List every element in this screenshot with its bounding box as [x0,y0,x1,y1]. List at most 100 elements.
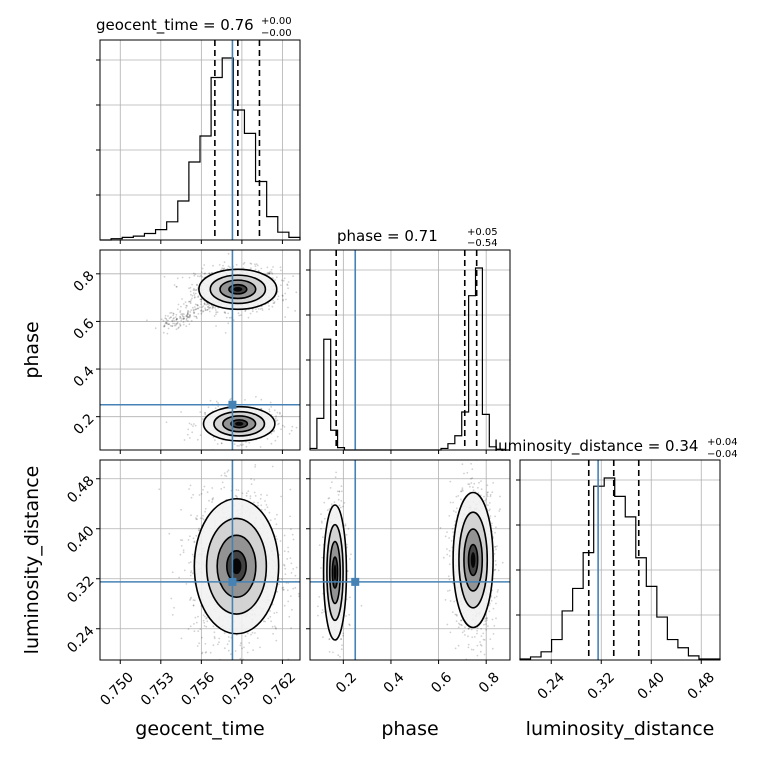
sample-point [276,411,279,414]
sample-point [190,435,192,437]
sample-point [182,315,185,318]
sample-point [193,599,196,602]
sample-point [227,469,230,472]
sample-point [173,606,175,609]
sample-point [489,602,491,605]
sample-point [200,298,202,301]
sample-point [200,492,203,495]
sample-point [200,271,203,274]
sample-point [495,595,498,598]
sample-point [343,502,346,504]
sample-point [346,546,348,549]
sample-point [200,274,202,277]
sample-point [187,428,190,431]
sample-point [266,266,269,269]
x-tick-label: 0.48 [685,669,718,702]
sample-point [200,298,203,300]
sample-point [497,589,499,591]
x-tick-label: 0.756 [178,669,218,709]
sample-point [211,307,214,310]
sample-point [287,306,289,309]
sample-point [212,497,215,499]
sample-point [249,262,252,265]
sample-point [487,491,489,493]
sample-point [189,302,192,305]
sample-point [189,313,191,316]
sample-point [495,526,497,529]
sample-point [250,478,253,480]
sample-point [167,327,170,330]
sample-point [281,294,284,297]
sample-point [187,311,189,314]
sample-point [190,299,193,301]
sample-point [228,640,231,642]
sample-point [204,507,207,510]
sample-point [167,319,169,322]
sample-point [209,399,212,402]
sample-point [208,310,211,313]
sample-point [449,501,452,504]
sample-point [190,570,193,572]
y-tick-label: 0.8 [71,268,98,295]
sample-point [493,553,496,555]
x-tick-label: 0.753 [138,669,178,709]
sample-point [220,488,223,490]
sample-point [480,627,482,630]
sample-point [446,553,449,556]
sample-point [289,557,292,559]
sample-point [467,635,469,638]
sample-point [187,539,190,541]
sample-point [268,308,270,311]
sample-point [339,506,342,509]
sample-point [179,311,182,313]
sample-point [256,264,259,267]
sample-point [193,306,196,308]
sample-point [453,600,456,603]
sample-point [180,305,182,308]
sample-point [173,324,176,327]
sample-point [273,409,276,412]
sample-point [203,622,206,624]
sample-point [185,583,188,585]
sample-point [199,309,202,312]
truth-marker [228,400,237,409]
sample-point [486,617,488,619]
sample-point [291,533,294,536]
sample-point [461,463,464,466]
sample-point [236,496,239,499]
y-tick-label: 0.32 [64,573,97,606]
sample-point [195,517,197,519]
sample-point [260,398,263,401]
sample-point [176,308,179,311]
sample-point [203,264,206,266]
sample-point [171,319,174,322]
sample-point [172,312,175,315]
sample-point [179,324,182,327]
sample-point [195,621,198,624]
sample-point [239,644,242,647]
y-tick-label: 0.48 [64,473,97,506]
title-sup: +0.04 [707,437,738,448]
sample-point [197,615,199,618]
sample-point [269,270,271,273]
truth-marker [351,577,360,586]
sample-point [232,319,235,322]
sample-point [457,495,460,497]
sample-point [208,272,211,275]
sample-point [494,515,496,518]
sample-point [191,431,194,434]
sample-point [281,587,284,589]
title-sub: −0.04 [707,449,738,460]
contour-line [213,410,266,437]
x-tick-label: 0.750 [97,669,137,709]
contour-line [222,415,257,433]
sample-point [223,632,226,635]
sample-point [202,514,204,517]
sample-point [185,306,187,309]
sample-point [177,327,180,330]
sample-point [165,321,168,324]
sample-point [471,636,474,639]
sample-point [279,266,282,269]
sample-point [166,332,169,335]
sample-point [202,488,204,491]
